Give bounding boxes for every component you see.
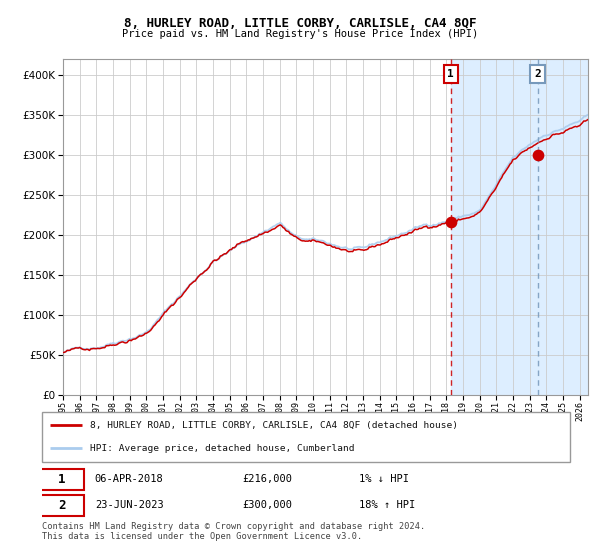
- FancyBboxPatch shape: [42, 412, 570, 462]
- Text: 8, HURLEY ROAD, LITTLE CORBY, CARLISLE, CA4 8QF: 8, HURLEY ROAD, LITTLE CORBY, CARLISLE, …: [124, 17, 476, 30]
- Point: [446, 217, 455, 226]
- FancyBboxPatch shape: [40, 469, 84, 490]
- Text: 2: 2: [534, 69, 541, 79]
- Text: £300,000: £300,000: [242, 500, 293, 510]
- Text: 23-JUN-2023: 23-JUN-2023: [95, 500, 164, 510]
- Text: £216,000: £216,000: [242, 474, 293, 484]
- Text: 1% ↓ HPI: 1% ↓ HPI: [359, 474, 409, 484]
- Text: Price paid vs. HM Land Registry's House Price Index (HPI): Price paid vs. HM Land Registry's House …: [122, 29, 478, 39]
- Text: 18% ↑ HPI: 18% ↑ HPI: [359, 500, 415, 510]
- Bar: [538, 59, 588, 395]
- Text: Contains HM Land Registry data © Crown copyright and database right 2024.
This d: Contains HM Land Registry data © Crown c…: [42, 522, 425, 542]
- Text: 8, HURLEY ROAD, LITTLE CORBY, CARLISLE, CA4 8QF (detached house): 8, HURLEY ROAD, LITTLE CORBY, CARLISLE, …: [89, 421, 458, 430]
- Text: 2: 2: [58, 498, 65, 512]
- Text: HPI: Average price, detached house, Cumberland: HPI: Average price, detached house, Cumb…: [89, 444, 354, 453]
- Bar: [451, 59, 588, 395]
- Text: 1: 1: [448, 69, 454, 79]
- FancyBboxPatch shape: [40, 494, 84, 516]
- Text: 1: 1: [58, 473, 65, 486]
- Text: 06-APR-2018: 06-APR-2018: [95, 474, 164, 484]
- Point: [533, 150, 542, 159]
